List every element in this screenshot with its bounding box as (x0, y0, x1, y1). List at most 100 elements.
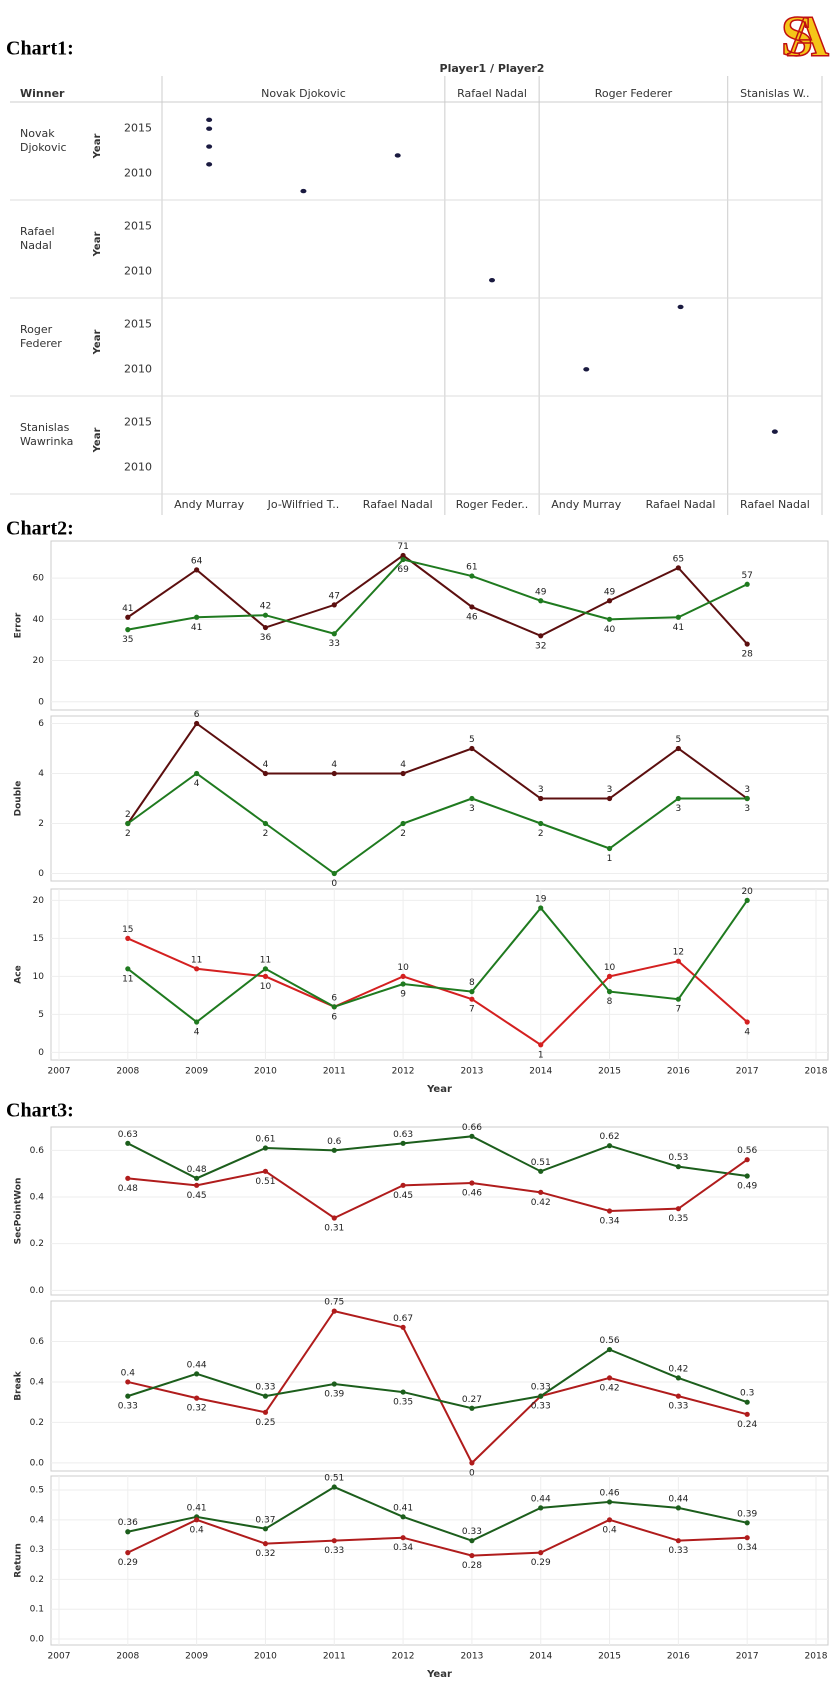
row-label: Roger Federer (20, 323, 62, 350)
point (194, 1517, 200, 1523)
data-label: 0.25 (255, 1418, 275, 1428)
panel-frame (50, 888, 829, 1061)
point (262, 820, 269, 827)
y-tick-label: 0.2 (30, 1418, 44, 1428)
column-group-label: Novak Djokovic (261, 87, 346, 100)
data-label: 0.45 (187, 1191, 207, 1201)
data-label: 2 (263, 829, 269, 839)
x-tick-label: 2013 (460, 1652, 483, 1662)
data-label: 1 (607, 854, 613, 864)
point (469, 1133, 475, 1139)
point (194, 720, 200, 727)
point (206, 162, 213, 167)
point (400, 1182, 406, 1188)
y-tick-label: 20 (33, 656, 45, 666)
data-label: 0.35 (393, 1398, 413, 1408)
point (469, 1180, 475, 1186)
point (744, 795, 750, 802)
y-tick-label: 0.4 (30, 1377, 45, 1387)
y-tick-label: 2015 (124, 416, 152, 429)
data-label: 2 (125, 829, 131, 839)
data-label: 0.63 (118, 1130, 138, 1140)
data-label: 3 (744, 804, 750, 814)
column-label: Rafael Nadal (363, 498, 433, 511)
data-label: 28 (741, 650, 753, 660)
data-label: 0.34 (737, 1543, 757, 1553)
data-label: 49 (604, 587, 616, 597)
data-label: 65 (673, 554, 684, 564)
data-label: 4 (744, 1028, 750, 1038)
point (538, 598, 544, 604)
point (125, 1175, 131, 1181)
data-label: 32 (535, 641, 546, 651)
row-label: Rafael Nadal (20, 225, 58, 252)
data-label: 10 (397, 963, 409, 973)
data-label: 3 (469, 804, 475, 814)
series-line (127, 558, 748, 635)
panel-frame (50, 715, 829, 882)
point (606, 1499, 613, 1505)
data-label: 0.6 (327, 1137, 342, 1147)
x-axis-label: Year (426, 1084, 452, 1095)
data-label: 0.27 (462, 1395, 482, 1405)
data-label: 41 (191, 623, 202, 633)
point (744, 581, 750, 587)
point (262, 1168, 269, 1174)
data-label: 0.56 (737, 1146, 757, 1156)
data-label: 0.4 (189, 1525, 204, 1535)
point (400, 973, 406, 980)
row-label: Stanislas Wawrinka (20, 421, 73, 448)
data-label: 8 (469, 978, 475, 988)
point (125, 1140, 131, 1146)
point (675, 958, 681, 964)
point (606, 1375, 613, 1381)
data-label: 3 (607, 785, 613, 795)
point (675, 565, 681, 571)
data-label: 0.53 (668, 1153, 688, 1163)
point (194, 770, 200, 777)
data-label: 46 (466, 612, 478, 622)
row-header: Winner (20, 87, 65, 100)
data-label: 47 (329, 591, 340, 601)
data-label: 0.34 (393, 1543, 413, 1553)
point (400, 552, 406, 559)
point (262, 973, 269, 980)
point (606, 1208, 613, 1214)
data-label: 15 (122, 925, 133, 935)
series-line (127, 1135, 748, 1180)
point (194, 1175, 200, 1181)
y-tick-label: 60 (33, 574, 45, 584)
data-label: 0.46 (462, 1189, 482, 1199)
point (125, 614, 131, 620)
series-line (127, 554, 748, 645)
series-line (127, 1348, 748, 1410)
y-tick-label: 0.6 (30, 1337, 45, 1347)
data-label: 0.39 (324, 1389, 344, 1399)
data-label: 0.33 (118, 1402, 138, 1412)
point (675, 795, 681, 802)
data-label: 6 (331, 1012, 337, 1022)
point (538, 1189, 544, 1195)
data-label: 0 (469, 1468, 475, 1478)
y-tick-label: 0.1 (30, 1605, 44, 1615)
point (206, 117, 213, 123)
heading: Chart3: (6, 1100, 74, 1122)
data-label: 2 (125, 810, 131, 820)
point (606, 795, 613, 802)
point (675, 1393, 681, 1399)
point (744, 1157, 750, 1163)
series-line (127, 1485, 748, 1542)
point (538, 1505, 544, 1511)
data-label: 10 (260, 982, 272, 992)
y-tick-label: 0.4 (30, 1193, 45, 1203)
y-axis-label: Year (92, 330, 103, 356)
logo: SA (781, 3, 829, 68)
y-tick-label: 10 (33, 972, 45, 982)
x-tick-label: 2017 (736, 1067, 759, 1077)
data-label: 20 (741, 887, 753, 897)
data-label: 0.33 (668, 1546, 688, 1556)
point (262, 1145, 269, 1151)
y-tick-label: 20 (33, 896, 45, 906)
data-label: 8 (607, 997, 613, 1007)
